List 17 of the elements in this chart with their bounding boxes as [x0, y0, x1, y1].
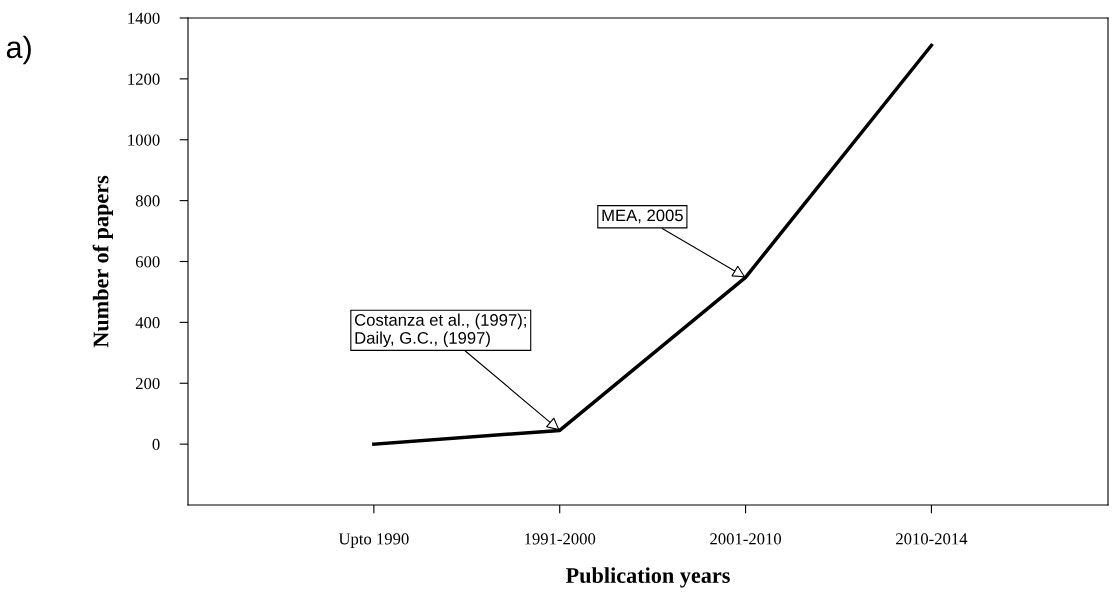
- y-tick-label: 400: [135, 317, 160, 329]
- text: a): [6, 35, 31, 65]
- y-tick-label: 0: [152, 438, 160, 451]
- x-tick-label: 2010-2014: [896, 533, 968, 545]
- y-tick-label: 1000: [128, 134, 160, 146]
- annotation: MEA, 2005: [602, 209, 683, 224]
- y-tick-label: 1200: [128, 73, 160, 85]
- x-tick-label: Upto 1990: [338, 533, 409, 548]
- y-tick-label: 200: [135, 377, 160, 390]
- annotation: Costanza et al., (1997); Daily, G.C., (1997): [355, 313, 526, 348]
- y-tick-label: 800: [135, 195, 160, 207]
- x-tick-label: 1991-2000: [525, 533, 596, 545]
- x-axis-title: Publication years: [565, 567, 730, 588]
- x-tick-label: 2001-2010: [710, 533, 782, 545]
- y-axis-title: Number of papers: [92, 175, 113, 348]
- y-tick-label: 1400: [128, 12, 160, 24]
- y-tick-label: 600: [135, 256, 160, 268]
